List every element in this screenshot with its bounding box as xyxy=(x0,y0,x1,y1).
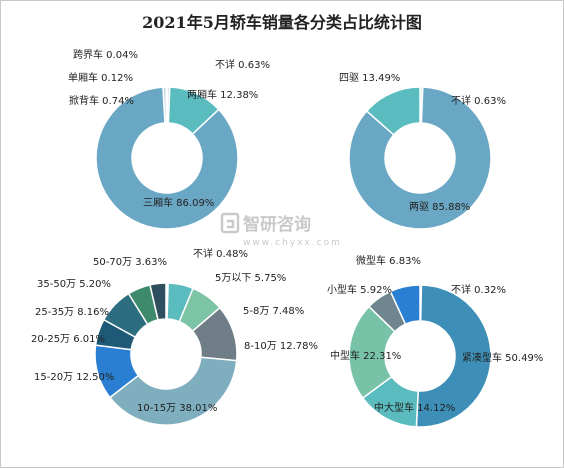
data-label-两厢车: 两厢车 12.38% xyxy=(187,88,258,101)
data-label-小型车: 小型车 5.92% xyxy=(327,283,392,296)
data-label-5-8万: 5-8万 7.48% xyxy=(243,306,304,317)
data-label-中型车: 中型车 22.31% xyxy=(330,349,401,362)
data-label-35-50万: 35-50万 5.20% xyxy=(37,279,111,290)
center-label: 驱动方式 xyxy=(390,149,450,167)
slice-微型车 xyxy=(389,284,421,326)
data-label-中大型车: 中大型车 14.12% xyxy=(374,401,455,414)
data-label-50-70万: 50-70万 3.63% xyxy=(93,257,167,268)
center-label: 细分市场 xyxy=(390,351,450,369)
donut-chart-3: 售价区间 不详 0.48% 5万以下 5.75% 5-8万 7.48% 8-10万 12… xyxy=(31,247,318,426)
center-label: 车身结构 xyxy=(137,149,197,167)
slice-中型车 xyxy=(348,305,396,400)
slice-50-70万 xyxy=(149,282,167,321)
data-label-掀背车: 掀背车 0.74% xyxy=(69,94,134,107)
data-label-跨界车: 跨界车 0.04% xyxy=(73,48,138,61)
slice-紧凑型车 xyxy=(415,284,492,428)
donut-chart-4: 细分市场 不详 0.32% 紧凑型车 50.49% 中大型车 14.12% 中型车 22… xyxy=(327,254,543,428)
donut-chart-2: 驱动方式 不详 0.63% 两驱 85.88% 四驱 13.49% xyxy=(339,72,506,230)
data-label-三厢车: 三厢车 86.09% xyxy=(143,196,214,209)
data-label-不详: 不详 0.32% xyxy=(451,283,506,296)
data-label-8-10万: 8-10万 12.78% xyxy=(244,341,318,352)
watermark-logo-icon xyxy=(220,212,240,234)
data-label-不详: 不详 0.63% xyxy=(215,58,270,71)
data-label-15-20万: 15-20万 12.50% xyxy=(34,372,114,383)
data-label-微型车: 微型车 6.83% xyxy=(356,254,421,267)
chart-title: 2021年5月轿车销量各分类占比统计图 xyxy=(142,13,422,32)
slice-四驱 xyxy=(365,86,421,136)
data-label-5万以下: 5万以下 5.75% xyxy=(215,273,286,284)
data-label-20-25万: 20-25万 6.01% xyxy=(31,334,105,345)
donut-chart-1: 车身结构 不详 0.63% 两厢车 12.38% 三厢车 86.09% 掀背车 0.74… xyxy=(68,48,270,230)
data-label-不详: 不详 0.63% xyxy=(451,94,506,107)
center-label: 售价区间 xyxy=(136,349,196,367)
data-label-10-15万: 10-15万 38.01% xyxy=(137,403,217,414)
data-label-四驱: 四驱 13.49% xyxy=(339,72,400,84)
watermark-url: www.chyxx.com xyxy=(243,238,342,248)
data-label-两驱: 两驱 85.88% xyxy=(409,201,470,213)
data-label-不详: 不详 0.48% xyxy=(193,247,248,260)
data-label-紧凑型车: 紧凑型车 50.49% xyxy=(462,351,543,364)
slice-10-15万 xyxy=(108,356,238,426)
data-label-单厢车: 单厢车 0.12% xyxy=(68,71,133,84)
watermark-brand: 智研咨询 xyxy=(243,214,311,235)
slice-三厢车 xyxy=(95,86,239,230)
slice-两驱 xyxy=(348,86,492,230)
watermark: 智研咨询 www.chyxx.com xyxy=(220,212,342,248)
data-label-25-35万: 25-35万 8.16% xyxy=(35,307,109,318)
